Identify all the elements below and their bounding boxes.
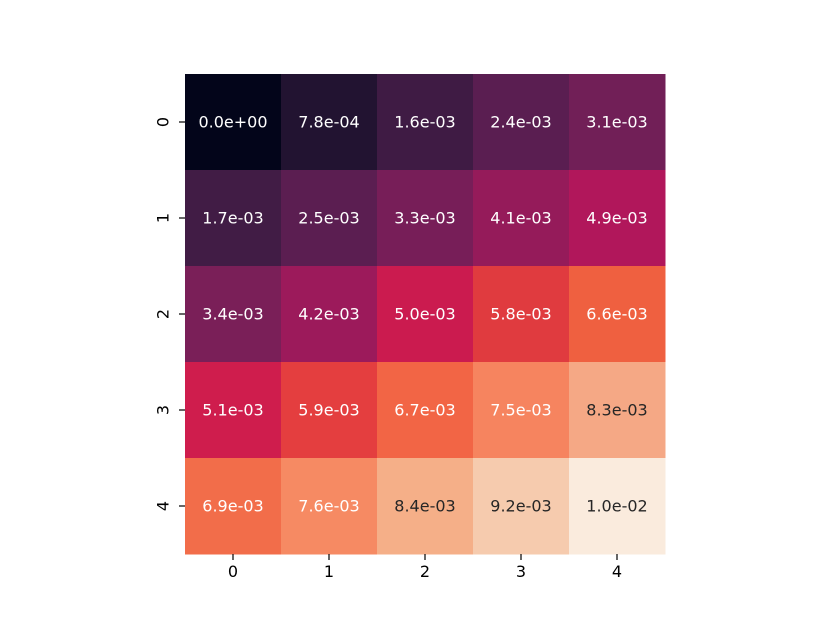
cell-value-label: 2.4e-03 (490, 113, 551, 132)
x-tick-label: 1 (324, 562, 334, 581)
x-tick-label: 4 (612, 562, 622, 581)
heatmap-cell-0-3 (473, 74, 570, 171)
heatmap-cell-1-3 (473, 170, 570, 267)
heatmap-cell-3-2 (377, 362, 474, 459)
heatmap-cell-3-3 (473, 362, 570, 459)
heatmap-cells: 0.0e+00 7.8e-04 1.6e-03 2.4e-03 3.1e-03 1.7e-… (185, 74, 666, 555)
x-tick-label: 3 (516, 562, 526, 581)
heatmap-cell-4-2 (377, 458, 474, 555)
y-tick-label: 2 (154, 309, 173, 319)
cell-value-label: 7.6e-03 (298, 497, 359, 516)
y-axis: 0 1 2 3 4 (154, 117, 185, 511)
cell-value-label: 4.1e-03 (490, 209, 551, 228)
heatmap-cell-1-0 (185, 170, 282, 267)
heatmap-cell-4-4 (569, 458, 666, 555)
heatmap-cell-0-0 (185, 74, 282, 171)
cell-value-label: 8.3e-03 (586, 401, 647, 420)
heatmap-cell-1-4 (569, 170, 666, 267)
heatmap-cell-0-2 (377, 74, 474, 171)
cell-value-label: 5.9e-03 (298, 401, 359, 420)
x-tick-label: 0 (228, 562, 238, 581)
heatmap-cell-1-1 (281, 170, 378, 267)
heatmap-cell-1-2 (377, 170, 474, 267)
cell-value-label: 9.2e-03 (490, 497, 551, 516)
cell-value-label: 4.9e-03 (586, 209, 647, 228)
cell-value-label: 5.8e-03 (490, 305, 551, 324)
heatmap-cell-0-1 (281, 74, 378, 171)
heatmap-cell-3-1 (281, 362, 378, 459)
cell-value-label: 7.8e-04 (298, 113, 359, 132)
cell-value-label: 6.6e-03 (586, 305, 647, 324)
cell-value-label: 3.1e-03 (586, 113, 647, 132)
x-tick-label: 2 (420, 562, 430, 581)
heatmap-cell-0-4 (569, 74, 666, 171)
cell-value-label: 1.0e-02 (586, 497, 647, 516)
heatmap-cell-4-3 (473, 458, 570, 555)
cell-value-label: 6.9e-03 (202, 497, 263, 516)
cell-value-label: 8.4e-03 (394, 497, 455, 516)
heatmap-cell-2-3 (473, 266, 570, 363)
cell-value-label: 5.0e-03 (394, 305, 455, 324)
cell-value-label: 1.7e-03 (202, 209, 263, 228)
cell-value-label: 5.1e-03 (202, 401, 263, 420)
heatmap-cell-2-2 (377, 266, 474, 363)
y-tick-label: 3 (154, 405, 173, 415)
cell-value-label: 3.4e-03 (202, 305, 263, 324)
heatmap-cell-3-4 (569, 362, 666, 459)
cell-value-label: 6.7e-03 (394, 401, 455, 420)
heatmap-cell-2-1 (281, 266, 378, 363)
cell-value-label: 7.5e-03 (490, 401, 551, 420)
heatmap-cell-4-0 (185, 458, 282, 555)
y-tick-label: 1 (154, 213, 173, 223)
heatmap-cell-2-0 (185, 266, 282, 363)
cell-value-label: 0.0e+00 (198, 113, 267, 132)
heatmap-cell-2-4 (569, 266, 666, 363)
y-tick-label: 4 (154, 501, 173, 511)
heatmap-cell-4-1 (281, 458, 378, 555)
cell-value-label: 4.2e-03 (298, 305, 359, 324)
y-tick-label: 0 (154, 117, 173, 127)
x-axis: 0 1 2 3 4 (228, 554, 622, 581)
cell-value-label: 3.3e-03 (394, 209, 455, 228)
heatmap-cell-3-0 (185, 362, 282, 459)
cell-value-label: 1.6e-03 (394, 113, 455, 132)
cell-value-label: 2.5e-03 (298, 209, 359, 228)
